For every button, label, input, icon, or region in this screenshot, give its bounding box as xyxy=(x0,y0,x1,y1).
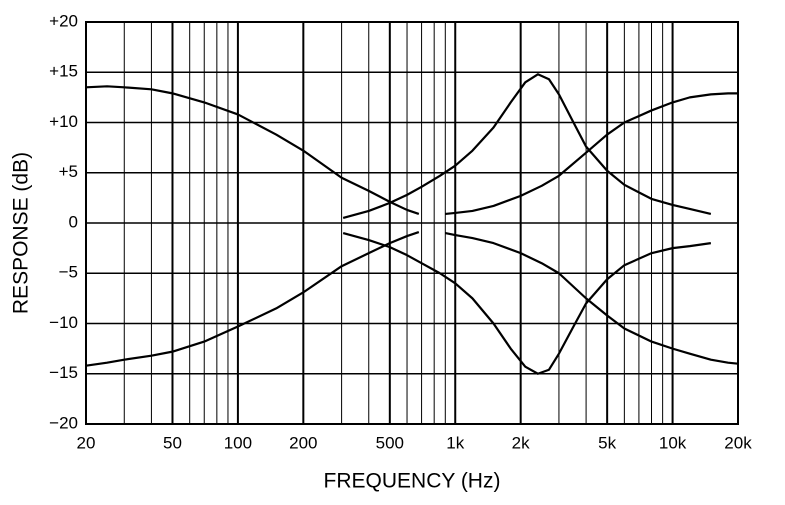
y-tick-label: +10 xyxy=(49,112,78,131)
plot-frame xyxy=(85,21,739,425)
y-tick-label: +5 xyxy=(59,162,78,181)
y-tick-label: 0 xyxy=(69,212,78,231)
y-tick-label: −20 xyxy=(49,413,78,432)
y-tick-label: −10 xyxy=(49,313,78,332)
x-tick-label: 1k xyxy=(446,433,464,452)
x-tick-label: 500 xyxy=(376,433,404,452)
x-tick-label: 2k xyxy=(512,433,530,452)
x-tick-label: 50 xyxy=(163,433,182,452)
y-tick-label: +15 xyxy=(49,62,78,81)
x-tick-label: 20 xyxy=(77,433,96,452)
response-curve xyxy=(85,230,420,367)
x-tick-label: 100 xyxy=(224,433,252,452)
response-curve xyxy=(445,231,739,365)
x-tick-label: 10k xyxy=(659,433,687,452)
x-tick-label: 20k xyxy=(724,433,752,452)
response-curve xyxy=(342,73,712,220)
y-axis-title: RESPONSE (dB) xyxy=(10,152,33,314)
y-tick-label: −15 xyxy=(49,363,78,382)
y-tick-label: +20 xyxy=(49,11,78,30)
x-tick-label: 5k xyxy=(598,433,616,452)
y-tick-label: −5 xyxy=(59,263,78,282)
response-curve xyxy=(445,92,738,216)
response-curve xyxy=(85,85,420,216)
x-tick-label: 200 xyxy=(289,433,317,452)
x-axis-title: FREQUENCY (Hz) xyxy=(324,470,501,493)
response-curve xyxy=(342,231,712,375)
